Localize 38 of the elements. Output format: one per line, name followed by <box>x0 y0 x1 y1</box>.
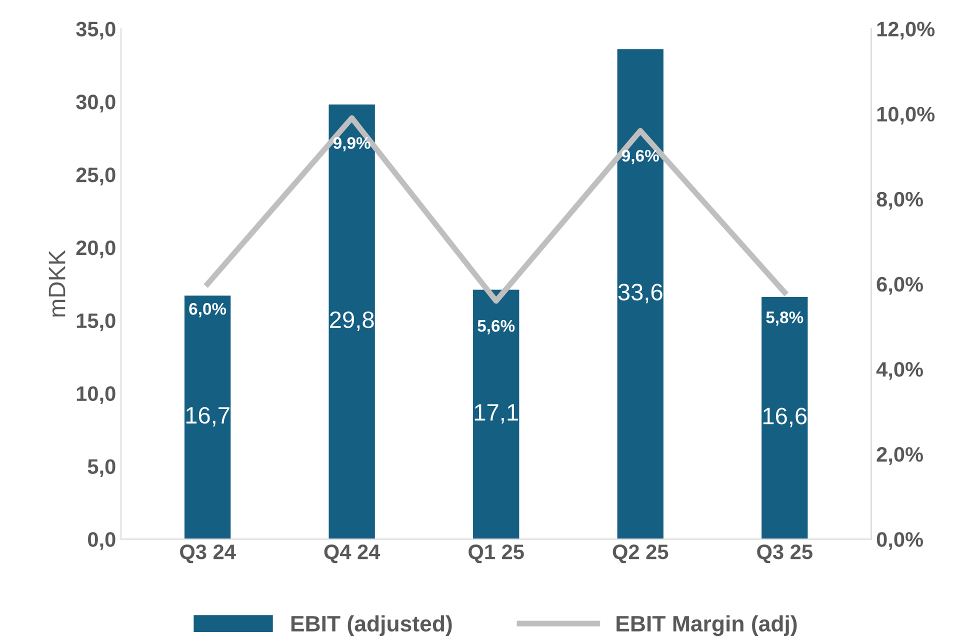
y-tick-label: 0,0 <box>88 532 116 550</box>
legend-label: EBIT (adjusted) <box>291 615 452 636</box>
data-label: 16,7 <box>186 406 230 426</box>
data-label: 9,6% <box>622 150 659 164</box>
bar <box>328 104 375 540</box>
x-tick-label: Q1 25 <box>468 544 524 564</box>
y-tick-label: 20,0 <box>76 240 116 258</box>
y2-tick-label: 6,0% <box>876 276 923 295</box>
bar <box>184 296 231 540</box>
data-label: 29,8 <box>330 311 374 331</box>
x-tick-label: Q4 24 <box>324 544 380 564</box>
bar <box>473 290 520 540</box>
data-label: 5,6% <box>478 320 515 334</box>
y2-tick-label: 12,0% <box>877 22 935 40</box>
y-tick-label: 35,0 <box>76 22 116 40</box>
bar <box>617 49 664 540</box>
y2-tick-label: 0,0% <box>876 532 923 550</box>
x-tick-label: Q3 24 <box>180 544 236 564</box>
data-label: 5,8% <box>766 311 804 326</box>
y-axis-title: mDKK <box>48 250 66 316</box>
data-label: 33,6 <box>618 284 662 304</box>
data-label: 9,9% <box>333 137 370 152</box>
y2-tick-label: 4,0% <box>876 362 923 380</box>
y-tick-label: 15,0 <box>76 313 116 332</box>
data-label: 6,0% <box>189 302 226 318</box>
y2-tick-label: 2,0% <box>876 447 923 465</box>
data-label: 17,1 <box>474 404 518 424</box>
y2-tick-label: 10,0% <box>877 106 935 125</box>
x-tick-label: Q2 25 <box>612 544 668 564</box>
legend-label: EBIT Margin (adj) <box>616 615 797 636</box>
y2-tick-label: 8,0% <box>876 192 923 210</box>
data-label: 16,6 <box>763 408 807 428</box>
y-tick-label: 30,0 <box>76 94 116 112</box>
x-tick-label: Q3 25 <box>757 544 812 564</box>
y-tick-label: 5,0 <box>88 459 116 477</box>
y-tick-label: 10,0 <box>76 386 116 404</box>
bar <box>762 297 808 540</box>
y-tick-label: 25,0 <box>76 168 116 186</box>
